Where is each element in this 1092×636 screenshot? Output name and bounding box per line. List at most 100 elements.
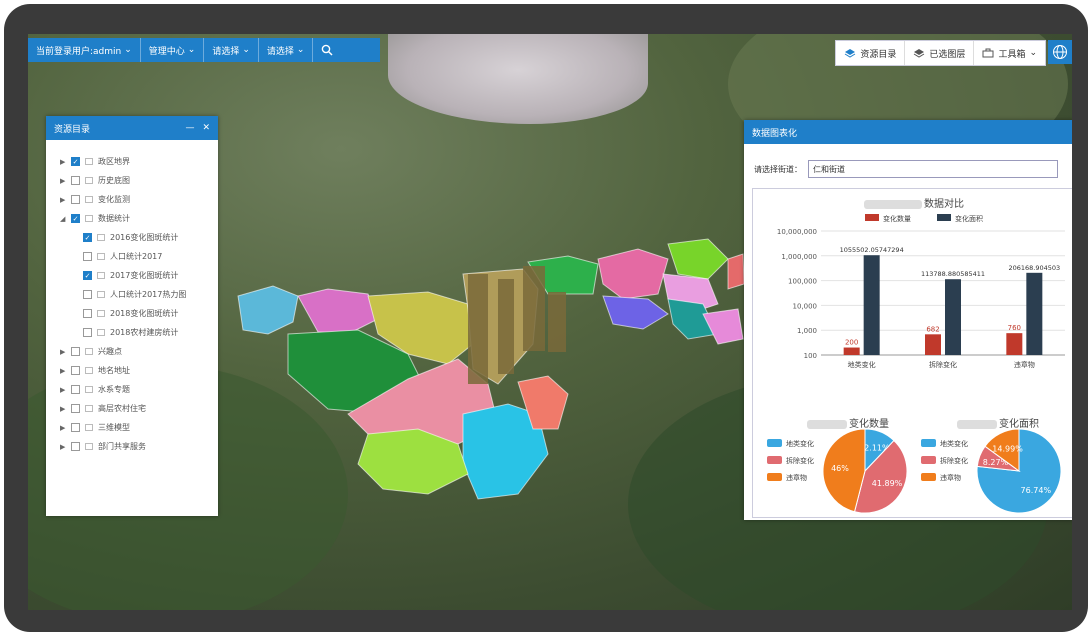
tree-item[interactable]: 2018变化图斑统计 xyxy=(60,304,218,323)
pie1-title: 变化数量 xyxy=(773,415,923,430)
expand-caret-icon[interactable]: ▶ xyxy=(60,404,66,413)
y-tick-label: 10,000,000 xyxy=(777,228,817,236)
layer-checkbox[interactable] xyxy=(71,442,80,451)
tree-item[interactable]: 2018农村建房统计 xyxy=(60,323,218,342)
expand-caret-icon[interactable]: ▶ xyxy=(60,442,66,451)
layer-icon xyxy=(85,367,93,374)
tree-item-label: 人口统计2017热力图 xyxy=(110,290,187,299)
tree-item[interactable]: 人口统计2017 xyxy=(60,247,218,266)
tree-item-label: 高层农村住宅 xyxy=(98,404,146,413)
tree-item[interactable]: ✓ 2017变化图斑统计 xyxy=(60,266,218,285)
legend-label-count: 变化数量 xyxy=(883,214,911,223)
bar-area-0 xyxy=(863,255,880,355)
layer-checkbox[interactable] xyxy=(83,328,92,337)
layer-checkbox[interactable] xyxy=(71,423,80,432)
expand-caret-icon[interactable]: ▶ xyxy=(60,423,66,432)
district-region xyxy=(602,295,669,330)
expand-caret-icon[interactable]: ◢ xyxy=(60,214,66,223)
catalog-label: 资源目录 xyxy=(860,49,897,60)
tree-item[interactable]: ✓ 2016变化图斑统计 xyxy=(60,228,218,247)
search-button[interactable] xyxy=(313,38,341,62)
layer-checkbox[interactable]: ✓ xyxy=(83,271,92,280)
layers-icon xyxy=(845,49,856,58)
minimize-icon[interactable]: — xyxy=(185,123,195,133)
pie1-legend-swatch xyxy=(767,473,782,481)
expand-caret-icon[interactable]: ▶ xyxy=(60,157,66,166)
tree-item-label: 变化监测 xyxy=(98,195,130,204)
tree-item[interactable]: 人口统计2017热力图 xyxy=(60,285,218,304)
y-tick-label: 1,000 xyxy=(797,327,817,335)
select-dropdown-2[interactable]: 请选择 ⌄ xyxy=(259,38,314,62)
user-label: 当前登录用户:admin xyxy=(36,46,122,57)
pie1-legend-label: 违章物 xyxy=(786,473,807,482)
y-tick-label: 100,000 xyxy=(788,278,817,286)
tree-item-label: 水系专题 xyxy=(98,385,130,394)
tree-item[interactable]: ▶ 三维模型 xyxy=(60,418,218,437)
layer-checkbox[interactable] xyxy=(83,309,92,318)
tree-item[interactable]: ▶ 高层农村住宅 xyxy=(60,399,218,418)
pie2-title: 变化面积 xyxy=(923,415,1072,430)
management-center-menu[interactable]: 管理中心 ⌄ xyxy=(141,38,205,62)
extruded-column xyxy=(468,274,488,384)
tree-item[interactable]: ▶ 兴趣点 xyxy=(60,342,218,361)
tree-item[interactable]: ▶ 变化监测 xyxy=(60,190,218,209)
tree-item[interactable]: ◢ ✓ 数据统计 xyxy=(60,209,218,228)
catalog-button[interactable]: 资源目录 xyxy=(836,41,906,65)
close-icon[interactable]: ✕ xyxy=(202,123,210,133)
layer-checkbox[interactable] xyxy=(71,195,80,204)
select-dropdown-1[interactable]: 请选择 ⌄ xyxy=(204,38,259,62)
district-region xyxy=(357,428,469,495)
district-region xyxy=(597,248,669,300)
layer-checkbox[interactable] xyxy=(71,176,80,185)
expand-caret-icon[interactable]: ▶ xyxy=(60,195,66,204)
street-select-row: 请选择街道： 仁和街道 xyxy=(754,160,1058,178)
user-menu[interactable]: 当前登录用户:admin ⌄ xyxy=(28,38,141,62)
chevron-down-icon: ⌄ xyxy=(124,45,132,55)
pie2-value-label: 76.74% xyxy=(1021,486,1052,495)
map-viewport[interactable]: 当前登录用户:admin ⌄ 管理中心 ⌄ 请选择 ⌄ 请选择 ⌄ 资源目录 已选图层 … xyxy=(28,34,1072,610)
data-label-count: 760 xyxy=(1008,324,1021,332)
district-region xyxy=(297,288,379,335)
pie1-legend-swatch xyxy=(767,456,782,464)
extruded-column xyxy=(523,266,545,351)
tree-item[interactable]: ▶ ✓ 政区地界 xyxy=(60,152,218,171)
pie1-legend-swatch xyxy=(767,439,782,447)
legend-swatch-area xyxy=(937,214,951,221)
selected-layers-button[interactable]: 已选图层 xyxy=(905,41,975,65)
stack-icon xyxy=(914,49,925,58)
expand-caret-icon[interactable]: ▶ xyxy=(60,385,66,394)
layer-checkbox[interactable] xyxy=(71,347,80,356)
expand-caret-icon[interactable]: ▶ xyxy=(60,366,66,375)
layer-checkbox[interactable] xyxy=(71,404,80,413)
tree-item[interactable]: ▶ 地名地址 xyxy=(60,361,218,380)
globe-icon xyxy=(1053,45,1067,59)
tree-item[interactable]: ▶ 部门共享服务 xyxy=(60,437,218,456)
layer-icon xyxy=(85,215,93,222)
layer-checkbox[interactable] xyxy=(71,366,80,375)
district-region xyxy=(727,253,745,290)
layer-checkbox[interactable] xyxy=(71,385,80,394)
expand-caret-icon[interactable]: ▶ xyxy=(60,347,66,356)
toolbox-button[interactable]: 工具箱 ⌄ xyxy=(974,41,1045,65)
selected-layers-label: 已选图层 xyxy=(929,49,966,60)
globe-button[interactable] xyxy=(1048,40,1072,64)
pie1-value-label: 12.11% xyxy=(859,444,890,453)
tree-item[interactable]: ▶ 水系专题 xyxy=(60,380,218,399)
street-select[interactable]: 仁和街道 xyxy=(808,160,1058,178)
layer-checkbox[interactable] xyxy=(83,252,92,261)
layer-checkbox[interactable]: ✓ xyxy=(83,233,92,242)
bar-chart-title: 数据对比 xyxy=(753,195,1072,210)
layer-checkbox[interactable]: ✓ xyxy=(71,214,80,223)
layer-icon xyxy=(85,386,93,393)
layer-icon xyxy=(97,291,105,298)
pie2-value-label: 14.99% xyxy=(992,445,1023,454)
tree-item-label: 三维模型 xyxy=(98,423,130,432)
layer-checkbox[interactable]: ✓ xyxy=(71,157,80,166)
tree-item[interactable]: ▶ 历史底图 xyxy=(60,171,218,190)
expand-caret-icon[interactable]: ▶ xyxy=(60,176,66,185)
layer-checkbox[interactable] xyxy=(83,290,92,299)
layer-icon xyxy=(97,272,105,279)
pie2-legend-swatch xyxy=(921,439,936,447)
bar-count-1 xyxy=(925,334,941,355)
data-label-area: 1055502.05747294 xyxy=(840,246,904,254)
